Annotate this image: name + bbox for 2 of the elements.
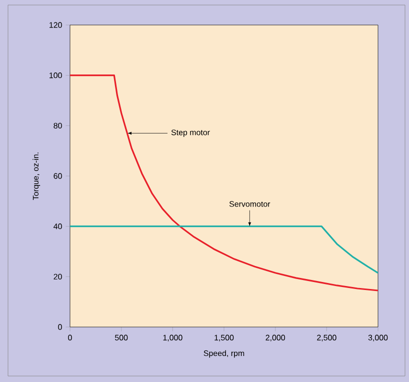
line-series [70, 74, 378, 292]
line-series [70, 226, 378, 274]
